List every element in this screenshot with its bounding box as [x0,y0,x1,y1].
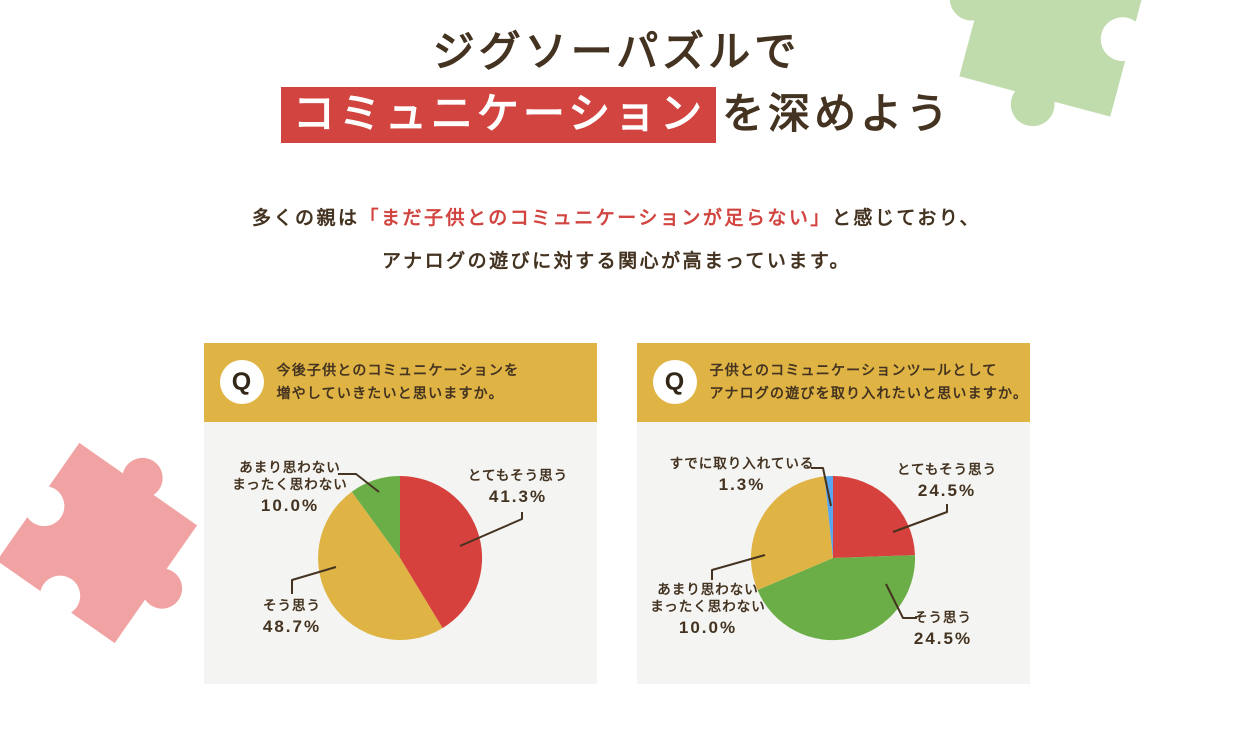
puzzle-piece-icon [949,0,1151,127]
pie-slice-percent: 1.3% [718,475,765,494]
question-text: 今後子供とのコミュニケーションを 増やしていきたいと思いますか。 [276,362,520,402]
pie-slice-percent: 41.3% [488,487,546,506]
title-suffix: を深めよう [722,89,953,137]
charts-row: Q 今後子供とのコミュニケーションを 増やしていきたいと思いますか。 とてもそう… [0,342,1233,684]
pie-slice [823,475,833,558]
puzzle-piece-icon [0,442,198,644]
pie-slice [399,475,482,629]
pie-slice [832,475,915,558]
pie-slice-label: すでに取り入れている [669,456,814,471]
pie-slice-percent: 10.0% [260,496,318,515]
pie-slice-label: そう思う [914,610,972,625]
question-text: 子供とのコミュニケーションツールとして アナログの遊びを取り入れたいと思いますか… [709,362,1029,402]
pie-leader-line [337,472,380,493]
pie-leader-line [810,466,832,507]
pie-slice-label: まったく思わない [650,599,765,614]
pie-slice-label: まったく思わない [232,477,347,492]
chart-panel-communication: Q 今後子供とのコミュニケーションを 増やしていきたいと思いますか。 とてもそう… [203,342,597,684]
pie-slice-label: あまり思わない [239,460,341,475]
question-header: Q 今後子供とのコミュニケーションを 増やしていきたいと思いますか。 [203,342,597,422]
pie-leader-line [459,511,523,547]
lead-text: 多くの親は「まだ子供とのコミュニケーションが足らない」と感じており、 アナログの… [0,197,1233,283]
title-highlight: コミュニケーション [280,86,717,143]
pie-slice-label: とてもそう思う [467,468,567,483]
title-line2: コミュニケーション を深めよう [280,86,953,143]
pie-slice-label: あまり思わない [657,582,759,597]
lead-line2: アナログの遊びに対する関心が高まっています。 [381,250,851,272]
pie-slice [750,476,833,590]
q-badge: Q [219,360,264,405]
pie-slice [757,555,915,641]
pie-leader-line [892,503,948,533]
pie-slice-percent: 24.5% [917,481,975,500]
lead-highlight: 「まだ子供とのコミュニケーションが足らない」 [359,207,832,229]
lead-line1: 多くの親は「まだ子供とのコミュニケーションが足らない」と感じており、 [251,207,982,229]
pie-leader-line [710,554,765,580]
page-title: ジグソーパズルで コミュニケーション を深めよう [0,24,1233,143]
pie-slice [317,491,443,640]
pie-chart-communication: とてもそう思う 41.3% そう思う 48.7% あまり思わない まったく思わない 10.0… [203,421,597,684]
pie-slice-percent: 48.7% [262,617,320,636]
pie-leader-line [290,566,336,594]
pie-slice-percent: 24.5% [913,629,971,648]
pie-slice-percent: 10.0% [678,618,736,637]
pie-slice-label: とてもそう思う [896,462,996,477]
pie-chart-analog-play: とてもそう思う 24.5% そう思う 24.5% あまり思わない まったく思わない 10.0… [636,421,1030,684]
pie-slice-label: そう思う [263,598,321,613]
title-line1: ジグソーパズルで [432,28,801,75]
pie-slice [351,475,400,558]
pie-leader-line [884,583,917,619]
chart-panel-analog-play: Q 子供とのコミュニケーションツールとして アナログの遊びを取り入れたいと思いま… [636,342,1030,684]
q-badge: Q [652,360,697,405]
question-header: Q 子供とのコミュニケーションツールとして アナログの遊びを取り入れたいと思いま… [636,342,1030,422]
